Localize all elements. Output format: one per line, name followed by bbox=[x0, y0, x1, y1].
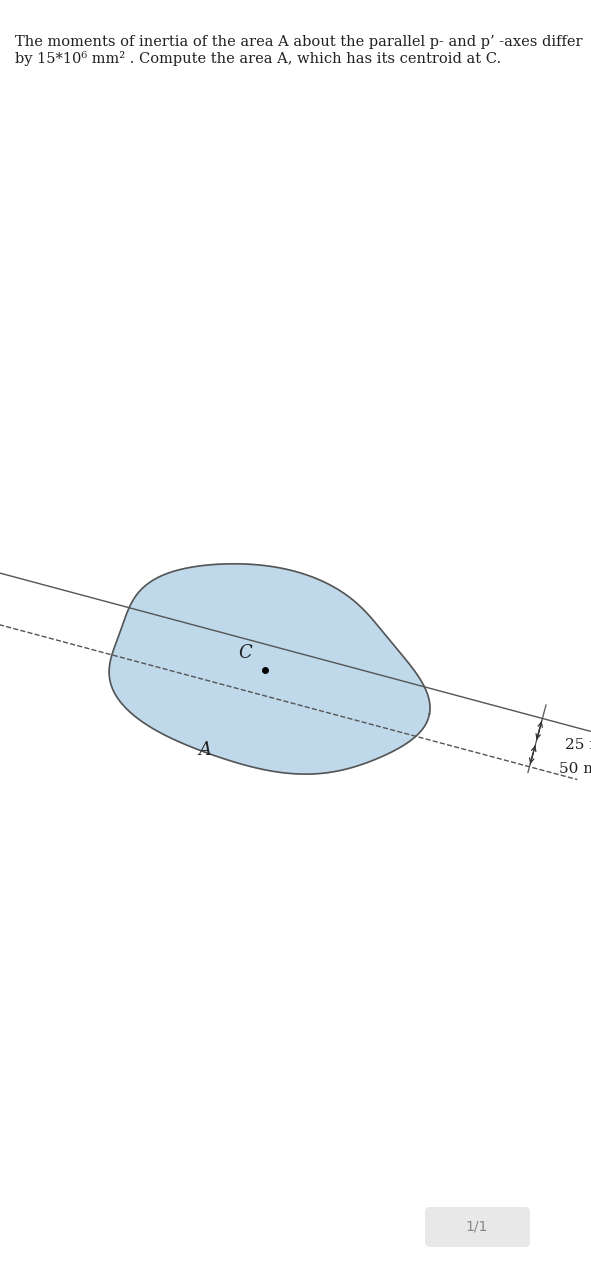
Text: 50 mm: 50 mm bbox=[559, 762, 591, 776]
Text: 25 mm: 25 mm bbox=[566, 739, 591, 753]
Text: The moments of inertia of the area A about the parallel p- and p’ -axes differ
b: The moments of inertia of the area A abo… bbox=[15, 35, 583, 67]
Text: A: A bbox=[199, 741, 212, 759]
FancyBboxPatch shape bbox=[425, 1207, 530, 1247]
Text: 1/1: 1/1 bbox=[466, 1220, 488, 1234]
Polygon shape bbox=[109, 563, 430, 774]
Text: C: C bbox=[238, 644, 252, 662]
